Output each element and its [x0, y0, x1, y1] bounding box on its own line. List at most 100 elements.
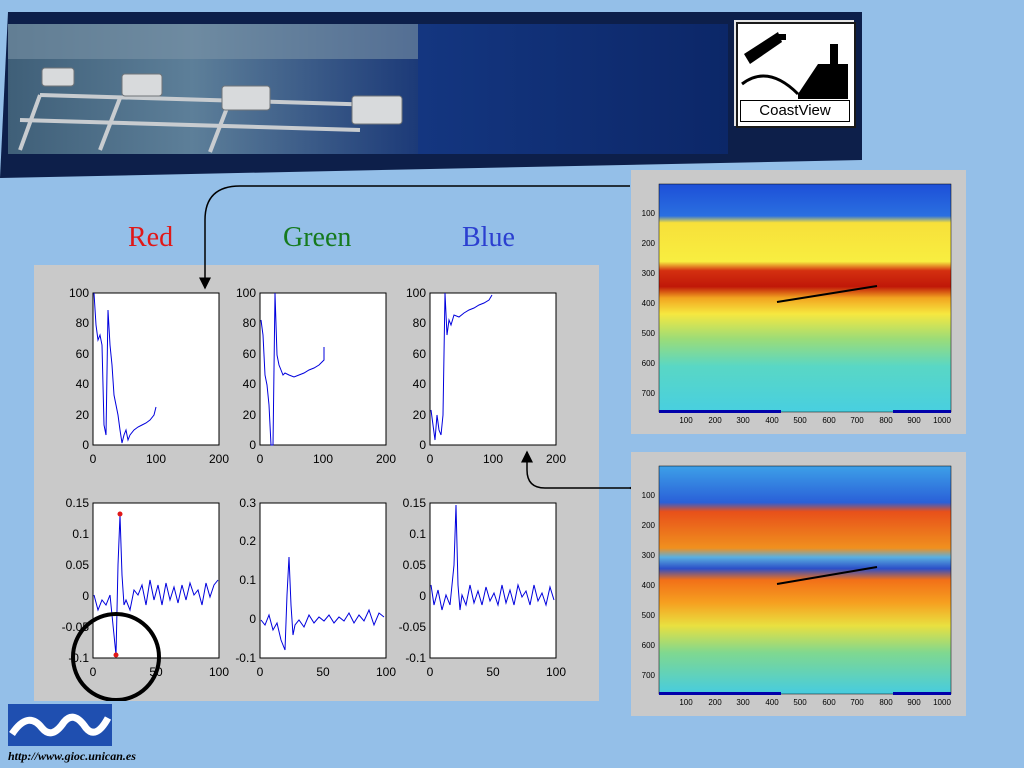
- bottom-plot-red: 0.15 0.1 0.05 0 -0.05 -0.1 0 50 100: [62, 496, 229, 701]
- xtick: 0: [427, 665, 434, 679]
- ytick: 600: [642, 359, 656, 368]
- ytick: 0: [419, 438, 426, 452]
- ytick: 0.15: [403, 496, 427, 510]
- xtick: 800: [879, 416, 893, 425]
- xtick: 100: [376, 665, 396, 679]
- ytick: 0.2: [239, 534, 256, 548]
- ytick: 700: [642, 671, 656, 680]
- gioc-logo: [8, 704, 112, 746]
- channel-label-blue: Blue: [462, 222, 515, 253]
- xtick: 200: [209, 452, 229, 466]
- ytick: 40: [76, 377, 90, 391]
- top-plot-red-yticks: 100 80 60 40 20 0: [69, 286, 89, 452]
- ytick: 0.1: [72, 527, 89, 541]
- ytick: 500: [642, 329, 656, 338]
- xtick: 1000: [933, 416, 951, 425]
- xtick: 300: [736, 416, 750, 425]
- xtick: 200: [376, 452, 396, 466]
- footer-url[interactable]: http://www.gioc.unican.es: [8, 749, 136, 763]
- top-plot-red: 100 80 60 40 20 0 0 100 200: [69, 286, 229, 466]
- ytick: 40: [243, 377, 257, 391]
- xtick: 50: [486, 665, 500, 679]
- slope-line: [776, 285, 878, 303]
- ytick: 700: [642, 389, 656, 398]
- ytick: 100: [642, 209, 656, 218]
- ytick: 0.15: [66, 496, 90, 510]
- top-plot-green: 100 80 60 40 20 0 0 100 200: [236, 286, 396, 466]
- ytick: 0: [419, 589, 426, 603]
- xtick: 0: [257, 452, 264, 466]
- ytick: 20: [413, 408, 427, 422]
- ytick: 40: [413, 377, 427, 391]
- xtick: 600: [822, 698, 836, 707]
- ytick: 200: [642, 239, 656, 248]
- ytick: 100: [236, 286, 256, 300]
- ytick: 400: [642, 299, 656, 308]
- ytick: 80: [413, 316, 427, 330]
- ytick: 0.1: [409, 527, 426, 541]
- ytick: 300: [642, 269, 656, 278]
- camera-rig-photo: [18, 93, 381, 153]
- profile-plots: 100 80 60 40 20 0 0 100 200 100 80 60 40…: [62, 286, 567, 701]
- xtick: 500: [793, 698, 807, 707]
- timestack-image-top: 100 200 300 400 500 600 700 100 200 300 …: [642, 183, 951, 425]
- xtick: 800: [879, 698, 893, 707]
- xtick: 900: [907, 416, 921, 425]
- ytick: 0: [249, 612, 256, 626]
- xtick: 400: [765, 416, 779, 425]
- xtick: 500: [793, 416, 807, 425]
- xtick: 600: [822, 416, 836, 425]
- xtick: 700: [850, 698, 864, 707]
- xtick: 300: [736, 698, 750, 707]
- ytick: 60: [413, 347, 427, 361]
- channel-label-green: Green: [283, 222, 352, 253]
- top-plot-blue: 100 80 60 40 20 0 0 100 200: [406, 286, 566, 466]
- highlight-circle: [71, 612, 161, 701]
- xtick: 200: [708, 698, 722, 707]
- xtick: 100: [146, 452, 166, 466]
- xtick: 100: [313, 452, 333, 466]
- ytick: 500: [642, 611, 656, 620]
- ytick: 60: [243, 347, 257, 361]
- ytick: 80: [243, 316, 257, 330]
- peak-marker: [117, 511, 123, 517]
- ytick: 400: [642, 581, 656, 590]
- ytick: 600: [642, 641, 656, 650]
- channel-label-red: Red: [128, 222, 174, 253]
- ytick: -0.05: [399, 620, 427, 634]
- ytick: 20: [243, 408, 257, 422]
- xtick: 100: [679, 416, 693, 425]
- xtick: 0: [90, 665, 97, 679]
- ytick: 0: [82, 589, 89, 603]
- ytick: 0.05: [403, 558, 427, 572]
- xtick: 0: [427, 452, 434, 466]
- ytick: 0.1: [239, 573, 256, 587]
- xtick: 700: [850, 416, 864, 425]
- xtick: 100: [679, 698, 693, 707]
- ytick: 20: [76, 408, 90, 422]
- ytick: 300: [642, 551, 656, 560]
- xtick: 1000: [933, 698, 951, 707]
- ytick: 100: [642, 491, 656, 500]
- xtick: 100: [209, 665, 229, 679]
- ytick: -0.1: [405, 651, 426, 665]
- xtick: 100: [483, 452, 503, 466]
- xtick: 0: [90, 452, 97, 466]
- xtick: 900: [907, 698, 921, 707]
- ytick: 0: [249, 438, 256, 452]
- bottom-plot-blue: 0.15 0.1 0.05 0 -0.05 -0.1 0 50 100: [399, 496, 567, 679]
- xtick: 200: [708, 416, 722, 425]
- xtick: 400: [765, 698, 779, 707]
- ytick: 0.3: [239, 496, 256, 510]
- xtick: 50: [316, 665, 330, 679]
- ytick: 60: [76, 347, 90, 361]
- xtick: 100: [546, 665, 566, 679]
- timestack-image-bottom: 100 200 300 400 500 600 700 100 200 300 …: [642, 465, 951, 707]
- header-banner: [0, 12, 862, 178]
- xtick: 0: [257, 665, 264, 679]
- ytick: 100: [406, 286, 426, 300]
- ytick: 0.05: [66, 558, 90, 572]
- logo-label: CoastView: [740, 100, 850, 122]
- ytick: 100: [69, 286, 89, 300]
